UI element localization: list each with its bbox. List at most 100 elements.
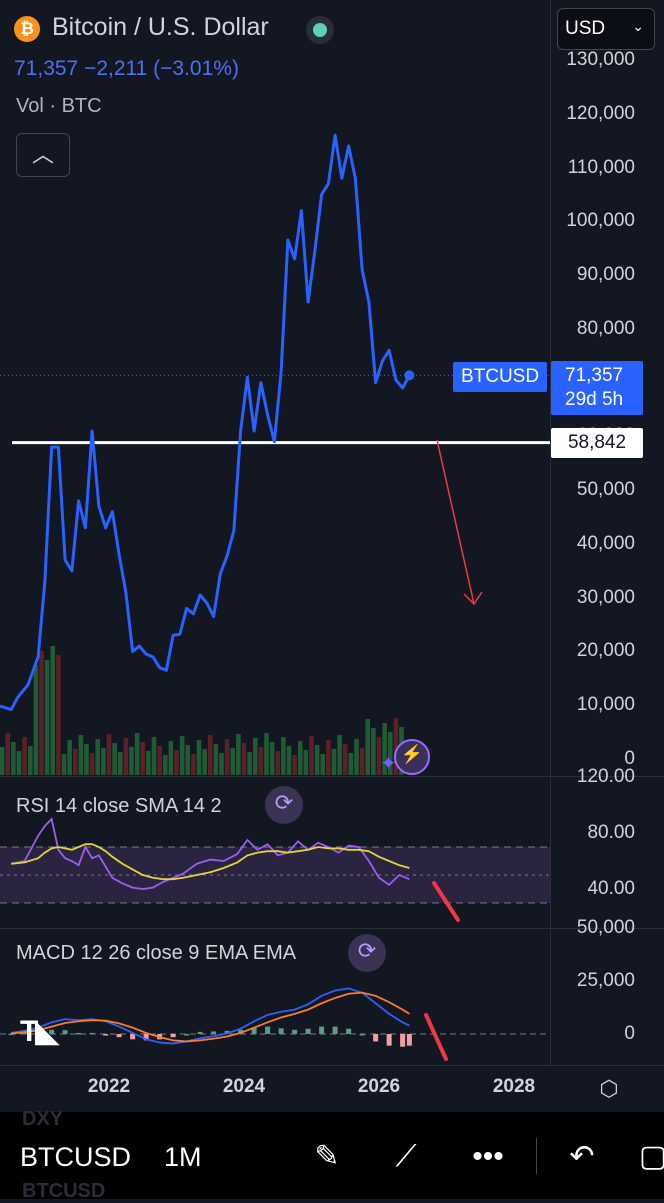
- market-status-icon[interactable]: [306, 16, 334, 44]
- volume-bar: [56, 655, 61, 775]
- volume-bar: [72, 749, 78, 775]
- volume-bar: [0, 747, 5, 775]
- volume-bar: [16, 751, 22, 775]
- volume-bar: [247, 752, 252, 775]
- price-axis-tick: 0: [624, 748, 635, 769]
- volume-bar: [207, 735, 213, 775]
- volume-bar: [337, 735, 342, 775]
- price-chart[interactable]: [0, 0, 550, 776]
- tradingview-logo[interactable]: T◣: [20, 1015, 58, 1048]
- macd-histogram-bar: [359, 1034, 365, 1036]
- more-icon[interactable]: •••: [472, 1140, 504, 1173]
- pane-divider[interactable]: [0, 928, 664, 929]
- volume-bar: [168, 741, 174, 775]
- macd-line: [10, 987, 410, 1045]
- macd-histogram-bar: [406, 1034, 412, 1046]
- volume-bar: [241, 743, 247, 775]
- price-axis-tick: 30,000: [576, 586, 635, 608]
- currency-selector[interactable]: USD ⌄: [557, 8, 655, 50]
- macd-pane[interactable]: [0, 929, 550, 1065]
- rsi-red-trend: [432, 881, 460, 922]
- lightning-assistant-icon[interactable]: [394, 739, 430, 775]
- macd-histogram-bar: [143, 1034, 149, 1041]
- macd-histogram-bar: [400, 1034, 406, 1047]
- volume-bar: [89, 753, 95, 775]
- horizontal-line-price-label: 58,842: [551, 428, 643, 458]
- volume-bar: [27, 746, 33, 775]
- volume-bar: [320, 754, 326, 775]
- volume-bar: [129, 747, 134, 775]
- macd-axis-tick: 50,000: [576, 917, 635, 938]
- volume-bar: [117, 752, 123, 775]
- macd-histogram-bar: [103, 1034, 109, 1036]
- volume-bar: [146, 751, 151, 775]
- volume-bar: [224, 739, 230, 775]
- volume-legend[interactable]: Vol · BTC: [16, 95, 102, 117]
- price-axis-tick: 10,000: [576, 694, 635, 716]
- chart-settings-icon[interactable]: ⬡: [599, 1076, 619, 1101]
- time-axis-tick: 2022: [87, 1076, 131, 1097]
- rsi-line: [10, 817, 410, 890]
- volume-bar: [39, 651, 44, 775]
- previous-symbol[interactable]: DXY: [22, 1108, 64, 1130]
- price-pane[interactable]: [0, 0, 550, 776]
- drawing-tools-icon[interactable]: ⟋: [395, 1140, 417, 1173]
- macd-axis[interactable]: 50,000 25,000 0: [550, 917, 664, 1065]
- volume-bar: [174, 750, 179, 775]
- volume-bar: [359, 748, 365, 775]
- layout-icon[interactable]: ▢: [638, 1140, 664, 1173]
- macd-histogram-bar: [8, 1033, 14, 1036]
- pane-divider[interactable]: [0, 776, 664, 777]
- volume-bar: [61, 754, 67, 775]
- macd-red-trend: [424, 1013, 448, 1061]
- volume-bar: [219, 753, 224, 775]
- chart-title[interactable]: Bitcoin / U.S. Dollar: [52, 13, 269, 41]
- volume-bar: [162, 755, 168, 775]
- volume-bar: [309, 736, 314, 775]
- chevron-up-icon[interactable]: ︿: [16, 133, 70, 177]
- macd-histogram-bar: [278, 1028, 284, 1034]
- undo-icon[interactable]: ↶: [569, 1140, 595, 1173]
- time-axis[interactable]: 2022 2024 2026 2028: [0, 1066, 550, 1112]
- rsi-axis[interactable]: 120.00 80.00 40.00: [550, 766, 664, 928]
- volume-bar: [236, 734, 241, 775]
- symbol-button[interactable]: BTCUSD: [20, 1142, 132, 1172]
- volume-bar: [179, 736, 185, 775]
- volume-bar: [213, 744, 219, 775]
- macd-axis-tick: 25,000: [576, 970, 635, 991]
- price-axis-tick: 110,000: [567, 156, 635, 178]
- macd-histogram-bar: [238, 1029, 244, 1034]
- rsi-pane[interactable]: [0, 777, 550, 928]
- price-axis-tick: 130,000: [566, 48, 635, 70]
- last-price-label: 71,357 29d 5h: [551, 361, 643, 415]
- volume-bar: [314, 745, 320, 775]
- rsi-refresh-icon[interactable]: [265, 786, 303, 824]
- volume-bar: [185, 745, 191, 775]
- rsi-sma-line: [11, 843, 410, 881]
- macd-histogram-bar: [332, 1026, 338, 1034]
- macd-chart[interactable]: [0, 929, 550, 1065]
- volume-bar: [326, 740, 331, 775]
- price-quote: 71,357 −2,211 (−3.01%): [14, 57, 239, 80]
- volume-bar: [264, 733, 269, 775]
- macd-histogram-bar: [130, 1034, 136, 1040]
- volume-bar: [371, 728, 376, 775]
- next-symbol[interactable]: BTCUSD: [22, 1180, 106, 1202]
- pen-icon[interactable]: ✎: [314, 1140, 340, 1173]
- rsi-legend[interactable]: RSI 14 close SMA 14 2: [16, 795, 222, 817]
- price-axis-tick: 120,000: [566, 102, 635, 124]
- volume-bar: [106, 734, 112, 775]
- volume-bar: [196, 740, 202, 775]
- volume-bar: [157, 746, 162, 775]
- rsi-axis-tick: 80.00: [587, 822, 635, 843]
- macd-refresh-icon[interactable]: [348, 934, 386, 972]
- rsi-axis-tick: 120.00: [576, 766, 635, 787]
- volume-bar: [78, 735, 84, 775]
- rsi-chart[interactable]: [0, 777, 550, 928]
- macd-histogram-bar: [251, 1027, 257, 1034]
- interval-button[interactable]: 1M: [164, 1142, 202, 1172]
- volume-bar: [382, 723, 387, 775]
- macd-legend[interactable]: MACD 12 26 close 9 EMA EMA: [16, 942, 297, 964]
- volume-bar: [275, 751, 281, 775]
- currency-value: USD: [565, 18, 606, 39]
